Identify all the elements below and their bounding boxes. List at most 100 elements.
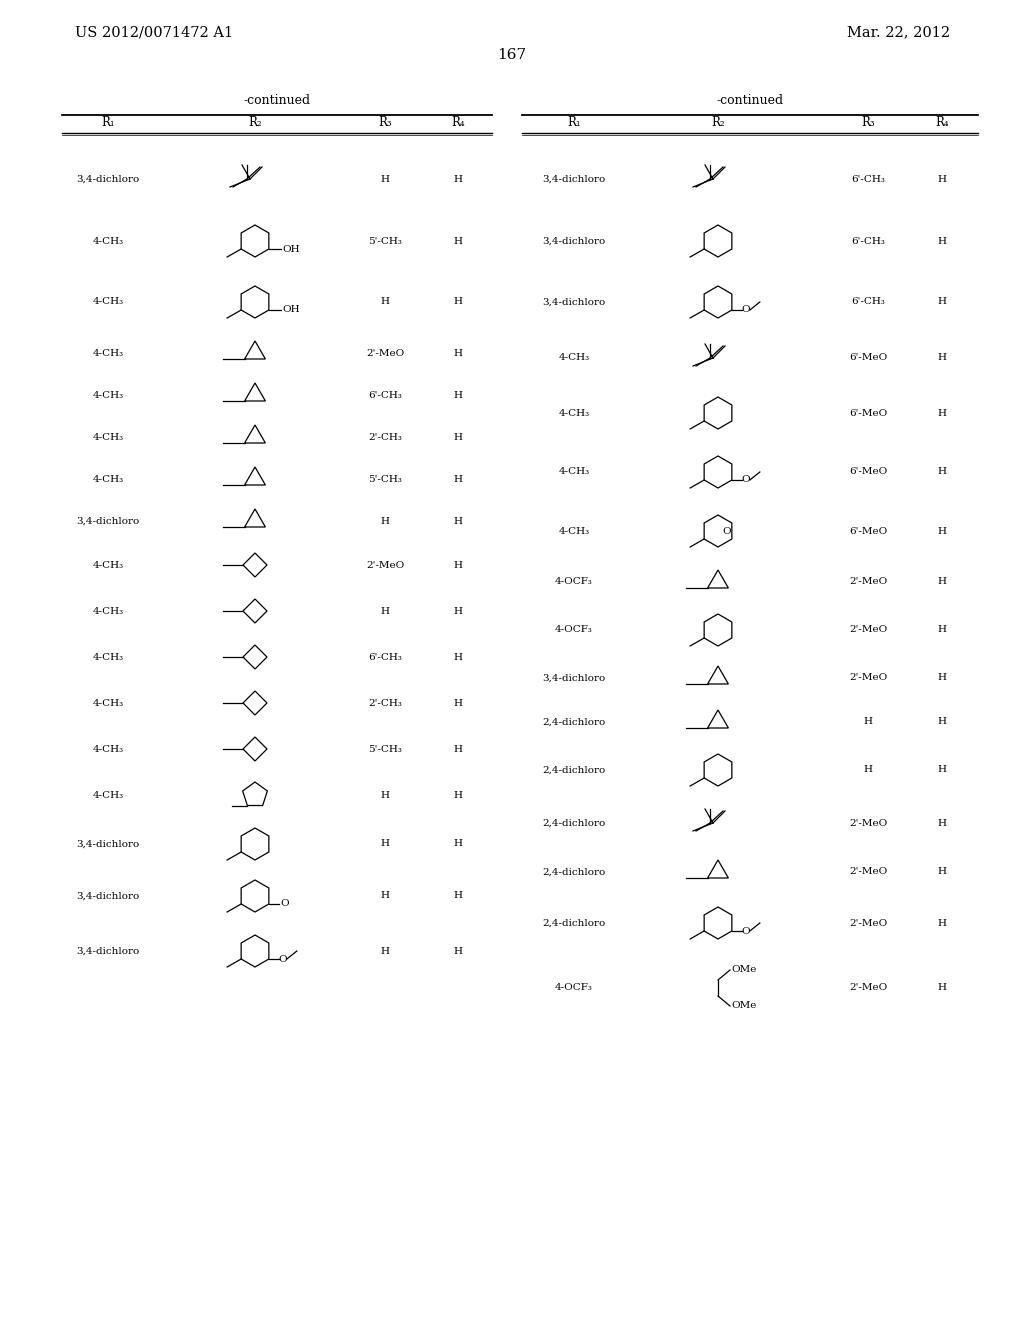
Text: H: H — [454, 561, 463, 569]
Text: R₁: R₁ — [101, 116, 115, 129]
Text: 6'-MeO: 6'-MeO — [849, 354, 887, 363]
Text: H: H — [454, 744, 463, 754]
Text: H: H — [863, 718, 872, 726]
Text: R₄: R₄ — [935, 116, 949, 129]
Text: H: H — [938, 626, 946, 635]
Text: -continued: -continued — [717, 94, 783, 107]
Text: 2'-MeO: 2'-MeO — [366, 561, 404, 569]
Text: 3,4-dichloro: 3,4-dichloro — [543, 673, 605, 682]
Text: Mar. 22, 2012: Mar. 22, 2012 — [847, 25, 950, 40]
Text: H: H — [938, 578, 946, 586]
Text: H: H — [381, 840, 389, 849]
Text: 4-CH₃: 4-CH₃ — [92, 791, 124, 800]
Text: 4-CH₃: 4-CH₃ — [92, 297, 124, 306]
Text: H: H — [454, 516, 463, 525]
Text: H: H — [938, 408, 946, 417]
Text: R₃: R₃ — [861, 116, 874, 129]
Text: R₁: R₁ — [567, 116, 581, 129]
Text: H: H — [938, 297, 946, 306]
Text: O: O — [741, 305, 751, 314]
Text: 6'-MeO: 6'-MeO — [849, 408, 887, 417]
Text: 4-CH₃: 4-CH₃ — [92, 391, 124, 400]
Text: 6'-MeO: 6'-MeO — [849, 527, 887, 536]
Text: 167: 167 — [498, 48, 526, 62]
Text: 2,4-dichloro: 2,4-dichloro — [543, 919, 605, 928]
Text: 2'-MeO: 2'-MeO — [366, 348, 404, 358]
Text: 4-OCF₃: 4-OCF₃ — [555, 983, 593, 993]
Text: 4-CH₃: 4-CH₃ — [558, 527, 590, 536]
Text: 4-CH₃: 4-CH₃ — [92, 652, 124, 661]
Text: 4-CH₃: 4-CH₃ — [558, 467, 590, 477]
Text: H: H — [381, 297, 389, 306]
Text: 2'-MeO: 2'-MeO — [849, 983, 887, 993]
Text: 6'-CH₃: 6'-CH₃ — [851, 174, 885, 183]
Text: 4-OCF₃: 4-OCF₃ — [555, 626, 593, 635]
Text: H: H — [863, 766, 872, 775]
Text: 3,4-dichloro: 3,4-dichloro — [543, 236, 605, 246]
Text: 4-CH₃: 4-CH₃ — [92, 474, 124, 483]
Text: 3,4-dichloro: 3,4-dichloro — [77, 840, 139, 849]
Text: H: H — [454, 391, 463, 400]
Text: H: H — [454, 236, 463, 246]
Text: -continued: -continued — [244, 94, 310, 107]
Text: O: O — [281, 899, 289, 908]
Text: H: H — [938, 766, 946, 775]
Text: 5'-CH₃: 5'-CH₃ — [368, 474, 402, 483]
Text: H: H — [454, 652, 463, 661]
Text: H: H — [938, 673, 946, 682]
Text: R₃: R₃ — [378, 116, 392, 129]
Text: H: H — [454, 433, 463, 441]
Text: 4-CH₃: 4-CH₃ — [558, 354, 590, 363]
Text: H: H — [454, 348, 463, 358]
Text: 4-CH₃: 4-CH₃ — [558, 408, 590, 417]
Text: O: O — [723, 527, 731, 536]
Text: H: H — [381, 891, 389, 900]
Text: 3,4-dichloro: 3,4-dichloro — [77, 174, 139, 183]
Text: H: H — [938, 919, 946, 928]
Text: 4-CH₃: 4-CH₃ — [92, 698, 124, 708]
Text: 2'-CH₃: 2'-CH₃ — [368, 698, 402, 708]
Text: 6'-CH₃: 6'-CH₃ — [368, 652, 402, 661]
Text: 3,4-dichloro: 3,4-dichloro — [543, 297, 605, 306]
Text: US 2012/0071472 A1: US 2012/0071472 A1 — [75, 25, 233, 40]
Text: H: H — [381, 606, 389, 615]
Text: 2,4-dichloro: 2,4-dichloro — [543, 818, 605, 828]
Text: OMe: OMe — [731, 965, 757, 974]
Text: H: H — [454, 174, 463, 183]
Text: R₂: R₂ — [248, 116, 262, 129]
Text: O: O — [279, 954, 287, 964]
Text: H: H — [454, 474, 463, 483]
Text: 4-CH₃: 4-CH₃ — [92, 561, 124, 569]
Text: 2,4-dichloro: 2,4-dichloro — [543, 718, 605, 726]
Text: 6'-CH₃: 6'-CH₃ — [851, 236, 885, 246]
Text: 4-OCF₃: 4-OCF₃ — [555, 578, 593, 586]
Text: 4-CH₃: 4-CH₃ — [92, 348, 124, 358]
Text: 2'-MeO: 2'-MeO — [849, 867, 887, 876]
Text: R₂: R₂ — [712, 116, 725, 129]
Text: 6'-CH₃: 6'-CH₃ — [851, 297, 885, 306]
Text: H: H — [938, 983, 946, 993]
Text: 4-CH₃: 4-CH₃ — [92, 744, 124, 754]
Text: R₄: R₄ — [452, 116, 465, 129]
Text: H: H — [938, 354, 946, 363]
Text: 2'-MeO: 2'-MeO — [849, 919, 887, 928]
Text: H: H — [938, 718, 946, 726]
Text: 2,4-dichloro: 2,4-dichloro — [543, 867, 605, 876]
Text: H: H — [381, 946, 389, 956]
Text: 3,4-dichloro: 3,4-dichloro — [77, 946, 139, 956]
Text: 2,4-dichloro: 2,4-dichloro — [543, 766, 605, 775]
Text: H: H — [454, 891, 463, 900]
Text: H: H — [454, 698, 463, 708]
Text: 5'-CH₃: 5'-CH₃ — [368, 236, 402, 246]
Text: O: O — [741, 475, 751, 484]
Text: H: H — [454, 297, 463, 306]
Text: H: H — [938, 527, 946, 536]
Text: 3,4-dichloro: 3,4-dichloro — [543, 174, 605, 183]
Text: OH: OH — [282, 244, 300, 253]
Text: H: H — [938, 867, 946, 876]
Text: 2'-CH₃: 2'-CH₃ — [368, 433, 402, 441]
Text: 3,4-dichloro: 3,4-dichloro — [77, 516, 139, 525]
Text: 2'-MeO: 2'-MeO — [849, 626, 887, 635]
Text: 6'-CH₃: 6'-CH₃ — [368, 391, 402, 400]
Text: H: H — [454, 791, 463, 800]
